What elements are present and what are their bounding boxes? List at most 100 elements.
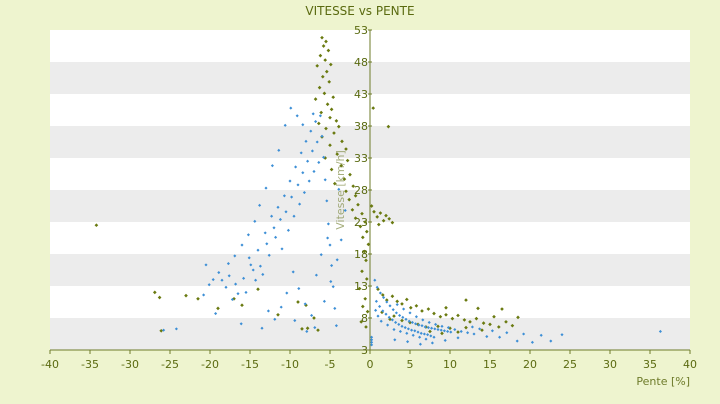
data-point-olive <box>335 152 340 156</box>
data-point-olive <box>313 97 318 101</box>
data-point-olive <box>356 202 360 207</box>
data-point-olive <box>327 80 332 84</box>
data-point-blue <box>306 159 310 163</box>
data-point-blue <box>384 312 388 316</box>
data-point-olive <box>408 305 413 310</box>
data-point-olive <box>315 64 320 68</box>
data-point-olive <box>462 318 467 322</box>
x-tick-label: 5 <box>407 358 414 371</box>
data-point-blue <box>310 313 314 317</box>
data-point-blue <box>331 285 335 289</box>
data-point-olive <box>360 304 365 309</box>
data-point-olive <box>468 320 472 324</box>
data-point-olive <box>392 314 396 318</box>
data-point-blue <box>403 326 407 330</box>
data-point-blue <box>376 314 380 318</box>
data-point-olive <box>360 269 364 274</box>
data-point-blue <box>505 331 509 335</box>
data-point-blue <box>390 318 394 322</box>
data-point-blue <box>394 311 398 315</box>
data-point-blue <box>322 299 326 303</box>
data-point-blue <box>560 333 564 337</box>
data-point-blue <box>293 319 297 323</box>
data-point-blue <box>402 307 406 311</box>
chart-title: VITESSE vs PENTE <box>305 4 414 18</box>
data-point-blue <box>456 336 460 340</box>
data-point-olive <box>351 184 356 188</box>
data-point-olive <box>362 249 367 254</box>
data-point-olive <box>328 115 332 120</box>
x-tick-label: -30 <box>121 358 139 371</box>
data-point-blue <box>162 328 166 332</box>
data-point-olive <box>353 193 358 198</box>
data-point-blue <box>381 309 385 313</box>
data-point-blue <box>395 303 399 307</box>
data-point-olive <box>363 296 368 301</box>
data-point-olive <box>400 302 404 306</box>
data-point-blue <box>388 304 392 308</box>
data-point-blue <box>453 327 457 332</box>
data-point-blue <box>418 335 422 339</box>
x-tick-label: -40 <box>41 358 59 371</box>
data-point-olive <box>426 307 431 311</box>
data-point-blue <box>472 332 476 336</box>
data-point-olive <box>320 74 325 79</box>
data-point-blue <box>249 263 253 267</box>
data-point-blue <box>410 328 414 332</box>
data-point-olive <box>332 131 336 135</box>
data-point-olive <box>152 290 157 295</box>
data-point-olive <box>157 295 162 300</box>
data-point-olive <box>184 293 188 298</box>
data-point-blue <box>459 329 463 333</box>
data-point-blue <box>339 238 343 242</box>
data-point-blue <box>370 335 374 339</box>
data-point-blue <box>398 313 402 317</box>
data-point-blue <box>217 271 221 275</box>
x-tick-label: -5 <box>325 358 336 371</box>
data-point-olive <box>360 211 364 216</box>
data-point-olive <box>358 224 363 229</box>
data-point-olive <box>348 172 352 177</box>
data-point-olive <box>342 177 347 181</box>
y-tick-label: 8 <box>361 312 368 325</box>
data-point-blue <box>417 323 421 327</box>
y-tick-label: 48 <box>354 56 368 69</box>
y-tick-label: 38 <box>354 120 368 133</box>
data-point-blue <box>236 292 240 296</box>
data-point-blue <box>244 290 248 294</box>
data-point-blue <box>391 308 395 312</box>
data-point-blue <box>272 226 276 230</box>
data-point-blue <box>329 279 333 284</box>
data-point-blue <box>288 179 292 183</box>
data-point-blue <box>202 293 206 297</box>
data-point-olive <box>384 213 388 218</box>
data-point-blue <box>302 191 306 195</box>
data-point-blue <box>442 329 446 333</box>
data-point-olive <box>376 222 381 227</box>
y-tick-label: 53 <box>354 24 368 37</box>
data-point-blue <box>658 329 662 333</box>
data-point-blue <box>378 304 382 309</box>
y-tick-label: 33 <box>354 152 368 165</box>
x-tick-label: 25 <box>563 358 577 371</box>
data-point-blue <box>373 278 377 282</box>
data-point-blue <box>432 335 436 339</box>
data-point-olive <box>359 320 364 324</box>
data-point-olive <box>395 299 400 304</box>
data-point-blue <box>266 309 270 313</box>
data-point-blue <box>246 233 250 237</box>
data-point-olive <box>331 95 336 100</box>
data-point-olive <box>364 229 369 234</box>
data-point-olive <box>500 307 504 311</box>
data-point-blue <box>261 272 265 277</box>
data-point-olive <box>371 106 376 110</box>
data-point-olive <box>380 293 385 297</box>
data-point-blue <box>333 306 337 310</box>
data-point-olive <box>404 297 409 302</box>
x-tick-label: 30 <box>603 358 617 371</box>
data-point-olive <box>339 163 344 168</box>
data-point-blue <box>297 287 301 291</box>
data-point-blue <box>397 322 401 326</box>
data-point-olive <box>305 326 310 331</box>
